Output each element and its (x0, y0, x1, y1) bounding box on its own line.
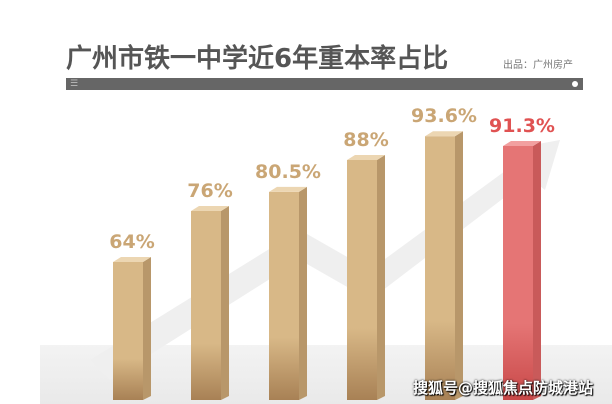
bar-front (113, 262, 143, 400)
bar-top (113, 257, 151, 262)
dot-icon (572, 81, 578, 87)
bar-side (455, 131, 463, 400)
bar-side (533, 140, 541, 400)
bar-side (221, 206, 229, 400)
data-label: 91.3% (489, 115, 555, 137)
menu-icon: ☰ (70, 79, 79, 89)
bar-front (425, 136, 455, 400)
background-arrow (90, 140, 560, 380)
bar-4 (425, 131, 463, 400)
bar-front (347, 160, 377, 400)
header-strip: ☰ (66, 78, 583, 90)
bar-5 (503, 140, 541, 400)
bar-top (269, 186, 307, 192)
data-label: 80.5% (255, 161, 321, 183)
bar-front (503, 145, 533, 400)
watermark: 搜狐号@搜狐焦点防城港站 (413, 379, 594, 397)
data-label: 93.6% (411, 105, 477, 127)
bar-top (191, 206, 229, 211)
bar-top (503, 140, 541, 146)
bar-front (191, 211, 221, 400)
bar-top (347, 155, 385, 160)
bar-top (425, 131, 463, 137)
bar-3 (347, 155, 385, 400)
source-label: 出品：广州房产 (503, 60, 573, 71)
bar-side (299, 186, 307, 400)
bar-2 (269, 186, 307, 400)
bar-1 (191, 206, 229, 400)
data-label: 76% (187, 180, 232, 202)
chart-title: 广州市铁一中学近6年重本率占比 (66, 44, 449, 74)
bar-side (143, 257, 151, 400)
data-label: 64% (109, 231, 154, 253)
bar-front (269, 191, 299, 400)
data-label: 88% (343, 129, 388, 151)
bar-0 (113, 257, 151, 400)
bar-side (377, 155, 385, 400)
